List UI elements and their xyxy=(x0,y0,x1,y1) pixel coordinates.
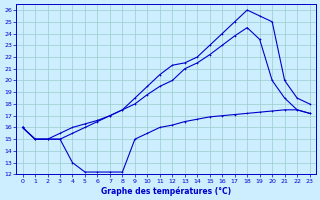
X-axis label: Graphe des températures (°C): Graphe des températures (°C) xyxy=(101,186,231,196)
